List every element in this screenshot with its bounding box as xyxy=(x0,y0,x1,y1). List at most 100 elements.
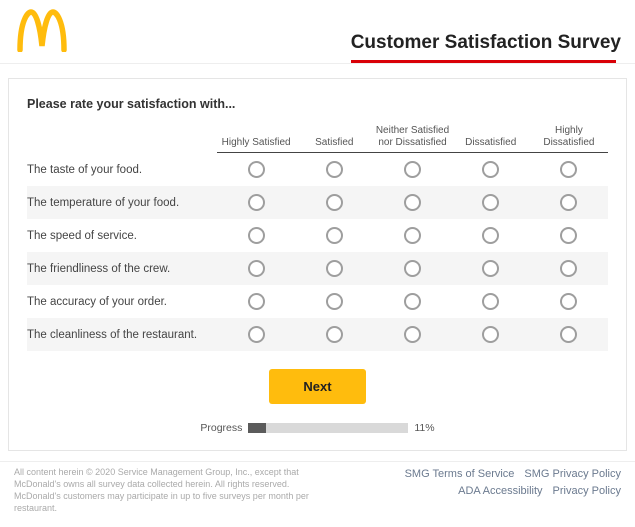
radio-cell xyxy=(452,318,530,351)
progress-fill xyxy=(248,423,266,433)
radio-cell xyxy=(217,285,295,318)
rating-radio[interactable] xyxy=(326,161,343,178)
rating-options xyxy=(217,219,608,252)
radio-cell xyxy=(530,252,608,285)
rating-radio[interactable] xyxy=(560,161,577,178)
radio-cell xyxy=(452,219,530,252)
rating-row: The temperature of your food. xyxy=(27,186,608,219)
rating-radio[interactable] xyxy=(248,161,265,178)
radio-cell xyxy=(452,186,530,219)
rating-radio[interactable] xyxy=(326,326,343,343)
rating-header-label: Dissatisfied xyxy=(452,137,530,149)
rating-options xyxy=(217,285,608,318)
rating-radio[interactable] xyxy=(326,260,343,277)
question-label: The taste of your food. xyxy=(27,154,217,186)
rating-row: The accuracy of your order. xyxy=(27,285,608,318)
rating-radio[interactable] xyxy=(404,293,421,310)
radio-cell xyxy=(217,186,295,219)
survey-card: Please rate your satisfaction with... Hi… xyxy=(8,78,627,451)
radio-cell xyxy=(373,252,451,285)
radio-cell xyxy=(295,318,373,351)
footer-link[interactable]: SMG Terms of Service xyxy=(405,468,515,480)
radio-cell xyxy=(452,153,530,186)
next-button[interactable]: Next xyxy=(269,369,365,404)
rating-radio[interactable] xyxy=(404,326,421,343)
rating-radio[interactable] xyxy=(326,227,343,244)
rating-radio[interactable] xyxy=(482,260,499,277)
question-label: The cleanliness of the restaurant. xyxy=(27,319,217,351)
rating-radio[interactable] xyxy=(404,260,421,277)
radio-cell xyxy=(217,318,295,351)
rating-radio[interactable] xyxy=(326,194,343,211)
title-underline xyxy=(351,60,616,63)
mcdonalds-arches-icon xyxy=(14,8,70,52)
footer-link[interactable]: ADA Accessibility xyxy=(458,485,542,497)
rating-radio[interactable] xyxy=(326,293,343,310)
rating-radio[interactable] xyxy=(560,293,577,310)
question-label: The temperature of your food. xyxy=(27,187,217,219)
page-title: Customer Satisfaction Survey xyxy=(351,32,621,60)
radio-cell xyxy=(530,285,608,318)
rating-radio[interactable] xyxy=(404,227,421,244)
radio-cell xyxy=(373,219,451,252)
radio-cell xyxy=(295,219,373,252)
rating-radio[interactable] xyxy=(404,161,421,178)
rating-radio[interactable] xyxy=(482,293,499,310)
rating-options xyxy=(217,318,608,351)
rating-header-label: Satisfied xyxy=(295,137,373,149)
rating-row: The speed of service. xyxy=(27,219,608,252)
radio-cell xyxy=(295,186,373,219)
rating-row: The cleanliness of the restaurant. xyxy=(27,318,608,351)
rating-radio[interactable] xyxy=(560,260,577,277)
radio-cell xyxy=(295,153,373,186)
radio-cell xyxy=(373,318,451,351)
radio-cell xyxy=(217,252,295,285)
brand-logo xyxy=(14,8,70,63)
progress-bar xyxy=(248,423,408,433)
rating-radio[interactable] xyxy=(248,260,265,277)
rating-radio[interactable] xyxy=(560,227,577,244)
radio-cell xyxy=(217,219,295,252)
radio-cell xyxy=(373,186,451,219)
rating-header-label: Neither Satisfied nor Dissatisfied xyxy=(373,125,451,149)
rating-header-row: Highly SatisfiedSatisfiedNeither Satisfi… xyxy=(217,125,608,153)
rating-radio[interactable] xyxy=(482,227,499,244)
rating-radio[interactable] xyxy=(482,161,499,178)
question-label: The speed of service. xyxy=(27,220,217,252)
rating-header-label: Highly Dissatisfied xyxy=(530,125,608,149)
rating-radio[interactable] xyxy=(248,326,265,343)
radio-cell xyxy=(530,318,608,351)
header: Customer Satisfaction Survey xyxy=(0,0,635,64)
rating-options xyxy=(217,252,608,285)
progress-section: Progress 11% xyxy=(27,422,608,434)
radio-cell xyxy=(373,285,451,318)
footer-link[interactable]: Privacy Policy xyxy=(553,485,621,497)
footer-links: SMG Terms of Service SMG Privacy Policy A… xyxy=(395,466,621,515)
radio-cell xyxy=(530,219,608,252)
rating-row: The friendliness of the crew. xyxy=(27,252,608,285)
progress-percent: 11% xyxy=(414,422,434,434)
rating-radio[interactable] xyxy=(482,194,499,211)
progress-label: Progress xyxy=(200,422,242,434)
footer-link[interactable]: SMG Privacy Policy xyxy=(524,468,621,480)
rating-radio[interactable] xyxy=(560,194,577,211)
rating-row: The taste of your food. xyxy=(27,153,608,186)
radio-cell xyxy=(373,153,451,186)
rating-table: Highly SatisfiedSatisfiedNeither Satisfi… xyxy=(27,125,608,351)
radio-cell xyxy=(295,285,373,318)
rating-radio[interactable] xyxy=(248,227,265,244)
question-label: The friendliness of the crew. xyxy=(27,253,217,285)
radio-cell xyxy=(452,285,530,318)
rating-radio[interactable] xyxy=(404,194,421,211)
radio-cell xyxy=(530,153,608,186)
rating-radio[interactable] xyxy=(248,293,265,310)
footer: All content herein © 2020 Service Manage… xyxy=(0,461,635,527)
rating-radio[interactable] xyxy=(248,194,265,211)
rating-options xyxy=(217,186,608,219)
radio-cell xyxy=(295,252,373,285)
rating-radio[interactable] xyxy=(560,326,577,343)
rating-radio[interactable] xyxy=(482,326,499,343)
footer-copyright: All content herein © 2020 Service Manage… xyxy=(14,466,314,515)
survey-prompt: Please rate your satisfaction with... xyxy=(27,97,608,111)
rating-header-label: Highly Satisfied xyxy=(217,137,295,149)
